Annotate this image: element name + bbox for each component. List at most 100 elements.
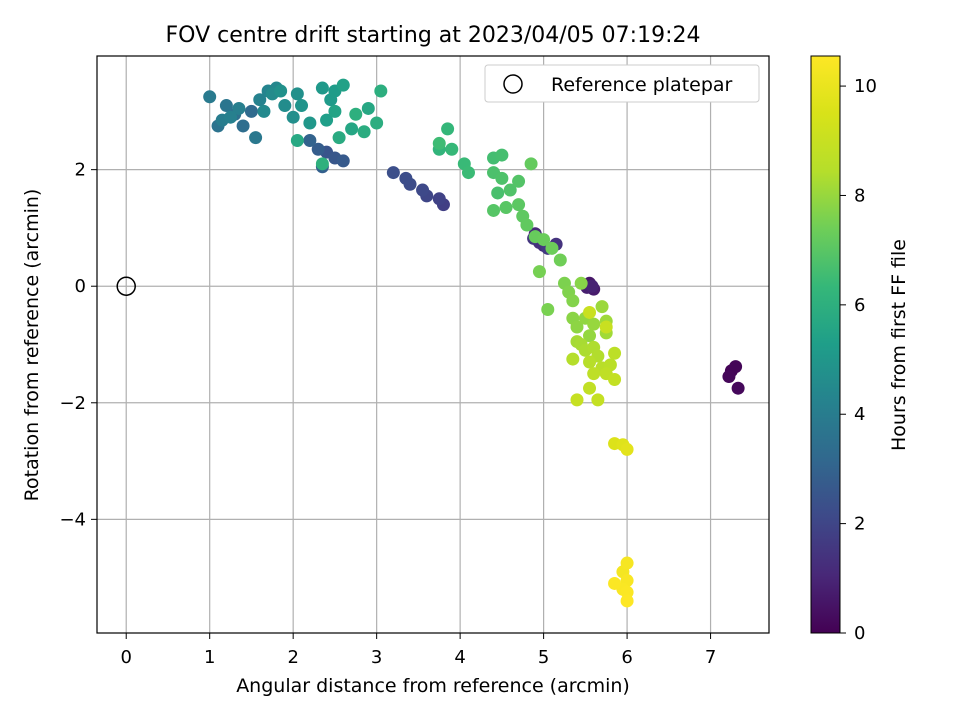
data-point <box>315 157 329 171</box>
data-point <box>328 104 342 118</box>
colorbar-tick-label: 6 <box>854 295 865 316</box>
x-tick-label: 7 <box>705 647 716 668</box>
data-point <box>303 116 317 130</box>
legend-label: Reference platepar <box>551 74 733 96</box>
legend-box <box>484 64 760 103</box>
data-point <box>249 131 263 145</box>
legend-marker <box>503 74 523 94</box>
colorbar: 0 2 4 6 8 10 Hours from first FF file <box>810 55 910 644</box>
data-point <box>566 294 580 308</box>
data-point <box>512 174 526 188</box>
data-point <box>278 99 292 113</box>
x-axis-ticks: 0 1 2 3 4 5 6 7 <box>120 633 716 668</box>
data-point <box>731 381 745 395</box>
data-point <box>495 171 509 185</box>
data-point <box>290 87 304 101</box>
data-point <box>541 303 555 317</box>
y-axis-label: Rotation from reference (arcmin) <box>21 189 43 502</box>
data-point <box>532 265 546 279</box>
data-point <box>620 556 634 570</box>
data-point <box>203 90 217 104</box>
data-point <box>620 594 634 608</box>
data-point <box>311 142 325 156</box>
chart-title: FOV centre drift starting at 2023/04/05 … <box>166 23 701 48</box>
data-point <box>553 253 567 267</box>
data-point <box>349 107 363 121</box>
data-point <box>574 276 588 290</box>
data-point <box>608 576 622 590</box>
data-point <box>224 110 238 124</box>
colorbar-tick-label: 2 <box>854 514 865 535</box>
data-point <box>361 101 375 115</box>
data-point <box>570 320 584 334</box>
data-point <box>290 134 304 148</box>
data-point <box>620 442 634 456</box>
y-tick-label: 0 <box>75 276 86 297</box>
data-point <box>599 320 613 334</box>
data-point <box>595 300 609 314</box>
y-tick-label: −2 <box>59 393 86 414</box>
colorbar-tick-label: 10 <box>854 76 877 97</box>
data-point <box>370 116 384 130</box>
x-tick-label: 4 <box>454 647 465 668</box>
data-point <box>244 104 258 118</box>
data-point <box>253 93 267 107</box>
data-point <box>587 367 601 381</box>
colorbar-tick-label: 0 <box>854 623 865 644</box>
data-point <box>445 142 459 156</box>
y-axis-ticks: −4 −2 0 2 <box>59 160 97 530</box>
data-point <box>286 110 300 124</box>
data-point <box>537 233 551 247</box>
data-point <box>399 171 413 185</box>
data-point <box>295 99 309 113</box>
x-tick-label: 6 <box>621 647 632 668</box>
colorbar-tick-label: 8 <box>854 185 865 206</box>
colorbar-label: Hours from first FF file <box>888 239 910 451</box>
data-point <box>591 393 605 407</box>
data-point <box>495 148 509 162</box>
data-point <box>503 183 517 197</box>
x-tick-label: 0 <box>120 647 131 668</box>
data-point <box>583 329 597 343</box>
data-point <box>345 122 359 136</box>
data-point <box>432 192 446 206</box>
plot-frame <box>96 55 770 634</box>
data-point <box>583 355 597 369</box>
data-point <box>432 136 446 150</box>
data-point <box>232 101 246 115</box>
data-point <box>357 125 371 139</box>
data-point <box>608 346 622 360</box>
y-tick-label: −4 <box>59 509 86 530</box>
colorbar-scale <box>810 55 841 634</box>
data-point <box>303 134 317 148</box>
grid <box>97 56 769 633</box>
reference-marker <box>116 276 136 296</box>
data-point <box>461 166 475 180</box>
data-point <box>487 203 501 217</box>
data-point <box>729 360 743 374</box>
data-point <box>585 279 599 293</box>
x-tick-label: 5 <box>538 647 549 668</box>
colorbar-tick-label: 4 <box>854 404 865 425</box>
data-point <box>566 352 580 366</box>
data-point <box>583 381 597 395</box>
data-point <box>315 81 329 95</box>
data-point <box>583 305 597 319</box>
data-point <box>320 113 334 127</box>
data-point <box>441 122 455 136</box>
x-tick-label: 2 <box>287 647 298 668</box>
colorbar-ticks: 0 2 4 6 8 10 <box>840 76 877 644</box>
data-point <box>499 201 513 215</box>
data-point <box>545 241 559 255</box>
data-point <box>722 370 736 384</box>
x-tick-label: 3 <box>371 647 382 668</box>
data-point <box>587 317 601 331</box>
data-point <box>520 218 534 232</box>
data-point <box>219 99 233 113</box>
data-point <box>374 84 388 98</box>
data-point <box>257 104 271 118</box>
x-tick-label: 1 <box>204 647 215 668</box>
data-point <box>332 131 346 145</box>
data-point <box>512 198 526 212</box>
